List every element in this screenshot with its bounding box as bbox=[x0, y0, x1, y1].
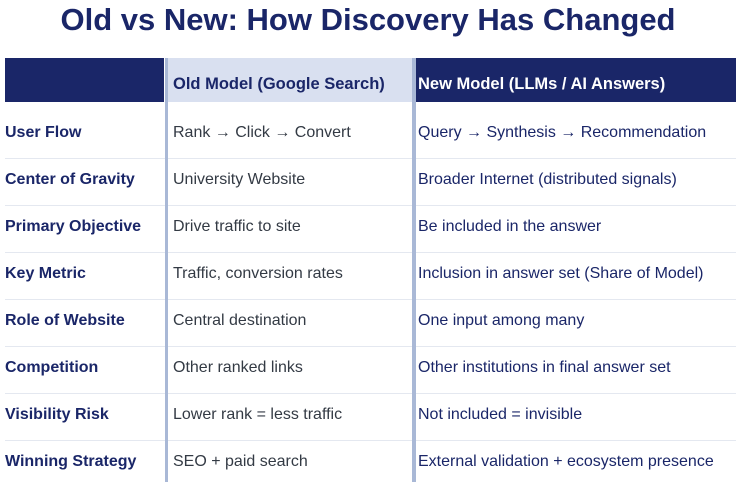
row-divider bbox=[5, 205, 736, 206]
table-row: Center of Gravity University Website Bro… bbox=[5, 158, 736, 205]
old-model-cell: University Website bbox=[173, 171, 306, 188]
table-row: Key Metric Traffic, conversion rates Inc… bbox=[5, 252, 736, 299]
table-row: Role of Website Central destination One … bbox=[5, 299, 736, 346]
new-model-cell: Not included = invisible bbox=[418, 406, 583, 423]
new-model-cell: Be included in the answer bbox=[418, 218, 602, 235]
header-new-model: New Model (LLMs / AI Answers) bbox=[416, 58, 736, 102]
new-model-cell: One input among many bbox=[418, 312, 585, 329]
old-model-cell: Rank → Click → Convert bbox=[173, 124, 351, 141]
table-row: Competition Other ranked links Other ins… bbox=[5, 346, 736, 393]
header-cell-blank bbox=[5, 58, 164, 102]
old-model-cell: Drive traffic to site bbox=[173, 218, 301, 235]
new-model-cell: Broader Internet (distributed signals) bbox=[418, 171, 677, 188]
header-old-model: Old Model (Google Search) bbox=[168, 58, 412, 102]
old-model-cell: Central destination bbox=[173, 312, 307, 329]
row-label: Competition bbox=[5, 359, 99, 376]
row-divider bbox=[5, 440, 736, 441]
table-header-row: Old Model (Google Search) New Model (LLM… bbox=[5, 58, 736, 102]
new-model-cell: Other institutions in final answer set bbox=[418, 359, 671, 376]
old-model-cell: Traffic, conversion rates bbox=[173, 265, 343, 282]
column-divider-right bbox=[412, 58, 416, 482]
table-body: User Flow Rank → Click → Convert Query →… bbox=[5, 111, 736, 487]
row-label: User Flow bbox=[5, 124, 82, 141]
new-model-cell: Query → Synthesis → Recommendation bbox=[418, 124, 707, 141]
row-label: Role of Website bbox=[5, 312, 125, 329]
old-model-cell: Lower rank = less traffic bbox=[173, 406, 343, 423]
row-label: Visibility Risk bbox=[5, 406, 109, 423]
table-row: Visibility Risk Lower rank = less traffi… bbox=[5, 393, 736, 440]
row-label: Center of Gravity bbox=[5, 171, 135, 188]
row-label: Winning Strategy bbox=[5, 453, 137, 470]
row-divider bbox=[5, 299, 736, 300]
table-row: User Flow Rank → Click → Convert Query →… bbox=[5, 111, 736, 158]
row-divider bbox=[5, 346, 736, 347]
row-divider bbox=[5, 158, 736, 159]
row-divider bbox=[5, 252, 736, 253]
page-title: Old vs New: How Discovery Has Changed bbox=[60, 2, 676, 37]
table-row: Winning Strategy SEO + paid search Exter… bbox=[5, 440, 736, 487]
row-label: Key Metric bbox=[5, 265, 86, 282]
old-model-cell: Other ranked links bbox=[173, 359, 303, 376]
row-label: Primary Objective bbox=[5, 218, 142, 235]
comparison-table: Old Model (Google Search) New Model (LLM… bbox=[5, 58, 736, 482]
row-divider bbox=[5, 393, 736, 394]
column-divider-left bbox=[165, 58, 168, 482]
table-row: Primary Objective Drive traffic to site … bbox=[5, 205, 736, 252]
new-model-cell: Inclusion in answer set (Share of Model) bbox=[418, 265, 704, 282]
old-model-cell: SEO + paid search bbox=[173, 453, 308, 470]
new-model-cell: External validation + ecosystem presence bbox=[418, 453, 714, 470]
